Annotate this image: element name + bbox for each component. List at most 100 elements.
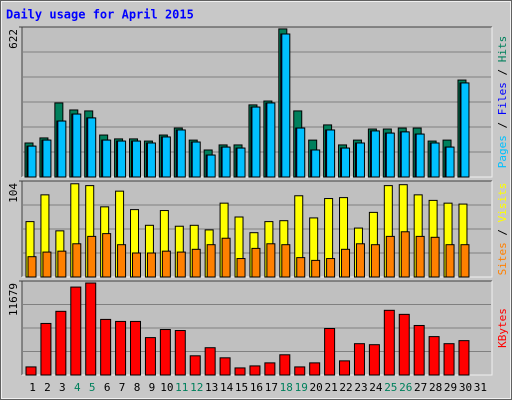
legend: Sites / Visits	[496, 183, 509, 276]
chart-title: Daily usage for April 2015	[6, 8, 194, 22]
bar	[176, 129, 186, 178]
bar	[57, 250, 67, 278]
bar	[191, 141, 201, 178]
bar	[132, 140, 142, 178]
x-tick-label: 6	[104, 381, 111, 394]
legend: KBytes	[496, 308, 509, 348]
bar	[294, 366, 306, 376]
x-tick-label: 21	[324, 381, 337, 394]
bar	[281, 33, 291, 178]
bar	[176, 251, 186, 278]
bar	[296, 127, 306, 178]
bar	[279, 354, 291, 376]
x-tick-label: 29	[444, 381, 457, 394]
bar	[72, 243, 82, 278]
bar	[117, 140, 127, 178]
legend-entry: Files	[496, 82, 509, 115]
bar	[266, 243, 276, 278]
x-tick-label: 26	[399, 381, 412, 394]
bar	[146, 142, 156, 178]
x-tick-label: 1	[29, 381, 36, 394]
bar	[341, 147, 351, 178]
bar	[117, 244, 127, 278]
legend-separator: /	[496, 62, 509, 82]
bar	[102, 139, 112, 178]
bar	[72, 113, 82, 178]
x-tick-label: 12	[190, 381, 203, 394]
bar	[430, 236, 440, 278]
bar	[400, 131, 410, 178]
x-tick-label: 13	[205, 381, 218, 394]
x-tick-label: 7	[119, 381, 126, 394]
x-tick-label: 20	[310, 381, 323, 394]
bar	[87, 235, 97, 278]
bar	[115, 320, 127, 376]
bar	[460, 82, 470, 178]
x-tick-label: 3	[59, 381, 66, 394]
x-tick-label: 5	[89, 381, 96, 394]
bar	[415, 133, 425, 178]
bar	[249, 365, 261, 376]
x-tick-label: 9	[149, 381, 156, 394]
x-tick-label: 16	[250, 381, 263, 394]
bar	[251, 106, 261, 178]
bar	[204, 347, 216, 376]
bar	[130, 320, 142, 376]
x-tick-label: 10	[160, 381, 173, 394]
legend-entry: Pages	[496, 135, 509, 168]
bar	[428, 336, 440, 376]
legend-separator: /	[496, 115, 509, 135]
bar	[339, 360, 351, 376]
x-tick-label: 11	[175, 381, 188, 394]
bar	[234, 367, 246, 376]
bar	[144, 337, 156, 376]
bar	[324, 328, 336, 376]
bar	[57, 120, 67, 178]
x-tick-label: 2	[44, 381, 51, 394]
x-tick-label: 23	[354, 381, 367, 394]
x-tick-label: 15	[235, 381, 248, 394]
bar	[311, 259, 321, 278]
bar	[87, 117, 97, 178]
x-tick-label: 25	[384, 381, 397, 394]
x-tick-label: 30	[459, 381, 472, 394]
bar	[458, 340, 470, 376]
legend-entry: Visits	[496, 183, 509, 223]
bar	[42, 139, 52, 178]
y-tick-label: 622	[7, 29, 20, 49]
bar	[398, 313, 410, 376]
bar	[264, 362, 276, 376]
bar	[385, 235, 395, 278]
x-tick-label: 22	[339, 381, 352, 394]
bar	[355, 142, 365, 178]
bar	[236, 147, 246, 178]
y-tick-label: 104	[7, 183, 20, 203]
x-tick-label: 18	[280, 381, 293, 394]
bar	[415, 235, 425, 278]
bar	[445, 244, 455, 278]
bar	[413, 324, 425, 376]
x-tick-label: 17	[265, 381, 278, 394]
bar	[132, 252, 142, 278]
bar	[27, 256, 37, 278]
legend: Pages / Files / Hits	[496, 36, 509, 169]
bar	[221, 237, 231, 278]
bar	[460, 244, 470, 278]
bar	[355, 243, 365, 278]
x-tick-label: 19	[295, 381, 308, 394]
bar	[40, 322, 52, 376]
bar	[221, 146, 231, 178]
legend-entry: Sites	[496, 242, 509, 275]
bar	[266, 102, 276, 178]
bar	[281, 244, 291, 278]
y-tick-label: 11679	[7, 283, 20, 316]
bar	[341, 248, 351, 278]
bar	[70, 286, 82, 376]
bar	[100, 318, 112, 376]
bar	[174, 330, 186, 376]
bar	[326, 258, 336, 278]
bar	[206, 154, 216, 178]
bar	[146, 252, 156, 278]
x-tick-label: 4	[74, 381, 81, 394]
